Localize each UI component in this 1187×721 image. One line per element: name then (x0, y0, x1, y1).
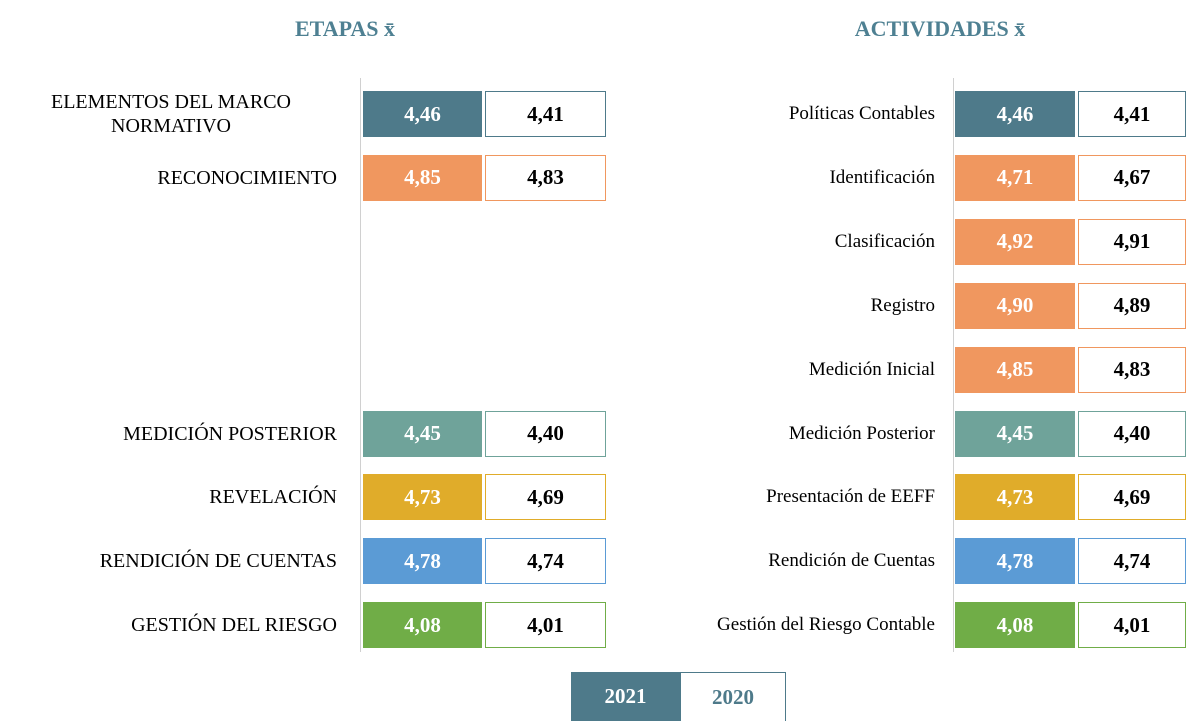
divider (360, 78, 361, 652)
value-2021: 4,46 (955, 91, 1075, 137)
label-line: MEDICIÓN POSTERIOR (123, 422, 337, 445)
label-line: RENDICIÓN DE CUENTAS (99, 550, 337, 573)
legend-2021: 2021 (571, 672, 680, 721)
value-2021: 4,71 (955, 154, 1075, 201)
value-2020: 4,67 (1078, 154, 1186, 201)
row-label: Clasificación (535, 211, 935, 273)
value-2020: 4,41 (485, 91, 606, 137)
value-2021: 4,90 (955, 282, 1075, 329)
value-2021: 4,45 (363, 410, 482, 457)
value-2021: 4,92 (955, 218, 1075, 265)
value-2021: 4,85 (363, 154, 482, 201)
value-2021: 4,73 (955, 474, 1075, 521)
value-2020: 4,91 (1078, 218, 1186, 265)
divider (953, 78, 954, 652)
label-line: REVELACIÓN (209, 486, 337, 509)
row-label: Rendición de Cuentas (535, 530, 935, 592)
row-label: ELEMENTOS DEL MARCO NORMATIVO (5, 83, 337, 145)
label-line: Registro (870, 294, 935, 316)
row-label: RENDICIÓN DE CUENTAS (0, 530, 337, 592)
value-2021: 4,08 (955, 602, 1075, 649)
value-2020: 4,74 (485, 538, 606, 585)
value-2020: 4,69 (485, 474, 606, 521)
label-line: GESTIÓN DEL RIESGO (131, 614, 337, 637)
value-2021: 4,78 (955, 538, 1075, 585)
value-2021: 4,73 (363, 474, 482, 521)
label-line: ELEMENTOS DEL MARCO (51, 91, 291, 113)
value-2021: 4,78 (363, 538, 482, 585)
label-line: Medición Inicial (808, 358, 935, 380)
value-2020: 4,40 (485, 410, 606, 457)
value-2020: 4,40 (1078, 410, 1186, 457)
value-2020: 4,74 (1078, 538, 1186, 585)
value-2020: 4,83 (1078, 346, 1186, 393)
row-label: Gestión del Riesgo Contable (535, 594, 935, 656)
value-2020: 4,01 (1078, 602, 1186, 649)
row-label: MEDICIÓN POSTERIOR (0, 403, 337, 465)
etapas-title: ETAPAS x̄ (294, 16, 396, 41)
value-2021: 4,46 (363, 91, 482, 137)
value-2020: 4,41 (1078, 91, 1186, 137)
label-line: RECONOCIMIENTO (157, 166, 337, 189)
row-label: Medición Posterior (535, 403, 935, 465)
label-line: Identificación (829, 166, 935, 188)
value-2021: 4,85 (955, 346, 1075, 393)
label-line: Clasificación (834, 230, 935, 252)
row-label: Identificación (535, 147, 935, 209)
value-2020: 4,01 (485, 602, 606, 649)
label-line: Políticas Contables (788, 103, 935, 124)
label-line: Gestión del Riesgo Contable (717, 614, 935, 636)
value-2021: 4,08 (363, 602, 482, 649)
value-2020: 4,69 (1078, 474, 1186, 521)
row-label: REVELACIÓN (0, 466, 337, 528)
label-line: NORMATIVO (111, 115, 231, 137)
actividades-title: ACTIVIDADES x̄ (854, 16, 1026, 41)
label-line: Presentación de EEFF (766, 486, 935, 508)
label-line: Rendición de Cuentas (768, 550, 935, 572)
row-label: Políticas Contables (535, 83, 935, 145)
value-2021: 4,45 (955, 410, 1075, 457)
legend-2020: 2020 (680, 672, 786, 721)
row-label: RECONOCIMIENTO (0, 147, 337, 209)
label-line: Medición Posterior (788, 422, 935, 444)
row-label: Presentación de EEFF (535, 466, 935, 528)
row-label: GESTIÓN DEL RIESGO (0, 594, 337, 656)
row-label: Registro (535, 275, 935, 337)
row-label: Medición Inicial (535, 339, 935, 401)
value-2020: 4,83 (485, 154, 606, 201)
value-2020: 4,89 (1078, 282, 1186, 329)
